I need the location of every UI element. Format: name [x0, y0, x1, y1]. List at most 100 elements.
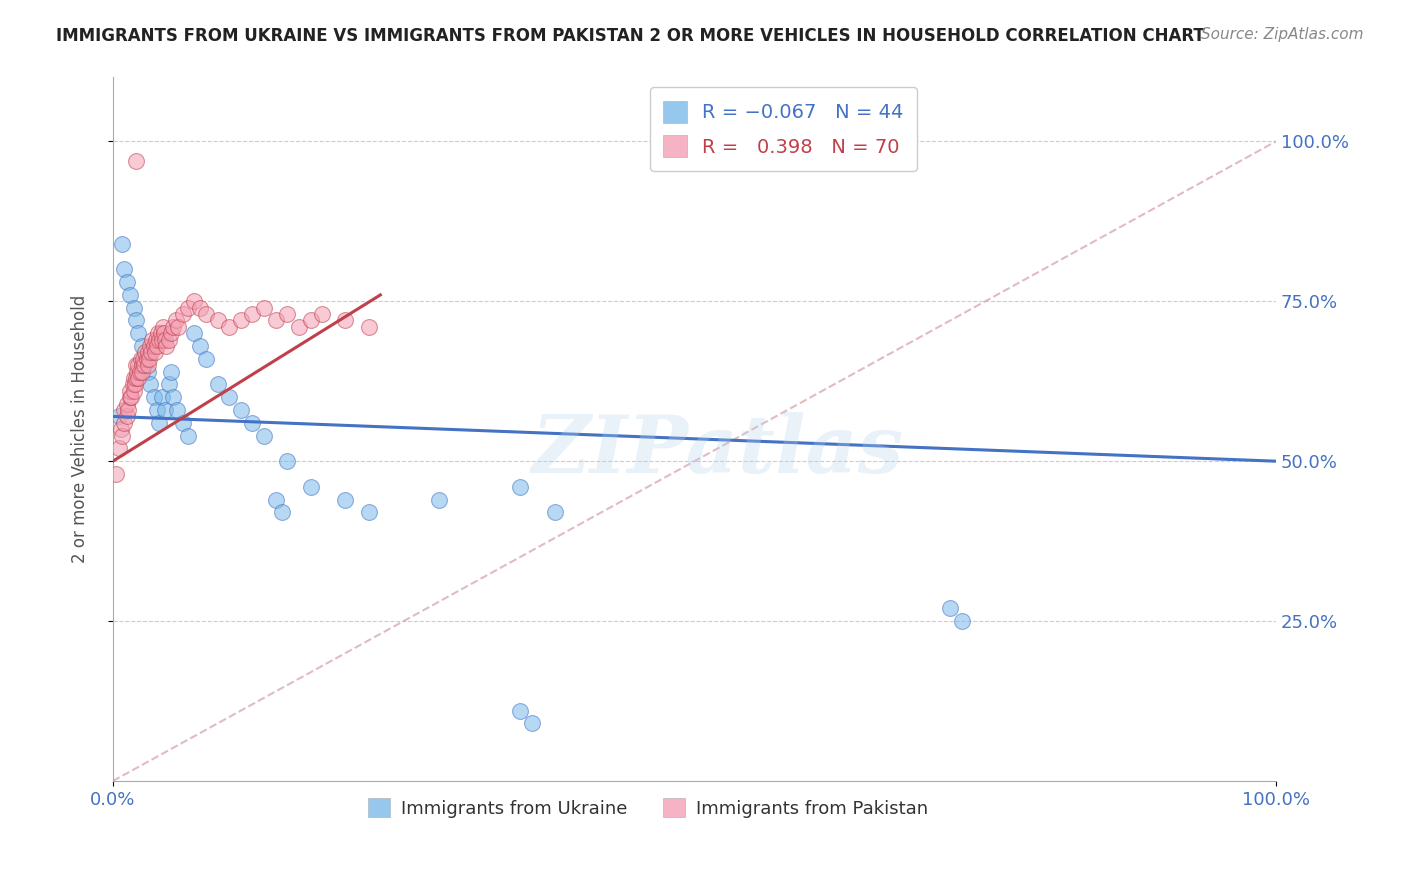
Point [270, 505, 292, 519]
Point [148, 333, 170, 347]
Point [129, 351, 152, 366]
Point [357, 319, 380, 334]
Point [141, 333, 163, 347]
Point [117, 403, 139, 417]
Point [544, 505, 567, 519]
Point [125, 313, 148, 327]
Point [153, 333, 176, 347]
Point [242, 416, 264, 430]
Point [114, 403, 136, 417]
Point [188, 301, 211, 315]
Point [115, 397, 138, 411]
Point [146, 403, 169, 417]
Legend: Immigrants from Ukraine, Immigrants from Pakistan: Immigrants from Ukraine, Immigrants from… [361, 791, 935, 825]
Point [152, 319, 174, 334]
Point [111, 236, 134, 251]
Point [134, 345, 156, 359]
Point [218, 390, 240, 404]
Point [167, 319, 190, 334]
Point [165, 313, 187, 327]
Point [162, 319, 184, 334]
Point [183, 326, 205, 341]
Point [188, 339, 211, 353]
Point [162, 390, 184, 404]
Point [145, 333, 167, 347]
Point [127, 358, 149, 372]
Text: ZIPatlas: ZIPatlas [531, 411, 904, 489]
Point [509, 480, 531, 494]
Point [149, 326, 172, 341]
Point [132, 351, 155, 366]
Point [111, 428, 134, 442]
Point [183, 294, 205, 309]
Point [264, 492, 287, 507]
Point [229, 313, 252, 327]
Point [177, 301, 200, 315]
Point [253, 301, 276, 315]
Point [110, 422, 132, 436]
Point [160, 326, 183, 341]
Point [288, 319, 311, 334]
Point [335, 313, 357, 327]
Point [139, 377, 162, 392]
Point [157, 377, 180, 392]
Point [135, 351, 157, 366]
Point [105, 467, 128, 481]
Point [509, 704, 531, 718]
Point [127, 371, 149, 385]
Point [122, 301, 145, 315]
Point [299, 313, 322, 327]
Point [142, 390, 165, 404]
Point [146, 339, 169, 353]
Point [299, 480, 322, 494]
Point [427, 492, 450, 507]
Point [138, 351, 160, 366]
Point [950, 614, 973, 628]
Point [155, 339, 177, 353]
Point [127, 326, 149, 341]
Point [177, 428, 200, 442]
Point [114, 262, 136, 277]
Point [194, 351, 217, 366]
Point [153, 326, 176, 341]
Point [115, 409, 138, 424]
Point [150, 390, 173, 404]
Point [148, 326, 170, 341]
Point [207, 377, 229, 392]
Point [939, 601, 962, 615]
Point [141, 345, 163, 359]
Point [107, 409, 129, 424]
Point [142, 339, 165, 353]
Point [120, 384, 142, 398]
Point [229, 403, 252, 417]
Point [207, 313, 229, 327]
Point [148, 416, 170, 430]
Point [166, 403, 188, 417]
Point [136, 365, 159, 379]
Point [218, 319, 240, 334]
Point [157, 333, 180, 347]
Point [120, 390, 142, 404]
Point [136, 358, 159, 372]
Point [131, 358, 153, 372]
Point [136, 345, 159, 359]
Text: IMMIGRANTS FROM UKRAINE VS IMMIGRANTS FROM PAKISTAN 2 OR MORE VEHICLES IN HOUSEH: IMMIGRANTS FROM UKRAINE VS IMMIGRANTS FR… [56, 27, 1205, 45]
Point [160, 365, 183, 379]
Point [122, 384, 145, 398]
Point [124, 377, 146, 392]
Point [335, 492, 357, 507]
Point [139, 339, 162, 353]
Point [125, 358, 148, 372]
Point [120, 390, 142, 404]
Point [128, 365, 150, 379]
Point [276, 454, 298, 468]
Point [242, 307, 264, 321]
Point [172, 416, 194, 430]
Point [520, 716, 543, 731]
Point [172, 307, 194, 321]
Point [150, 333, 173, 347]
Text: Source: ZipAtlas.com: Source: ZipAtlas.com [1201, 27, 1364, 42]
Point [276, 307, 298, 321]
Point [264, 313, 287, 327]
Point [134, 351, 156, 366]
